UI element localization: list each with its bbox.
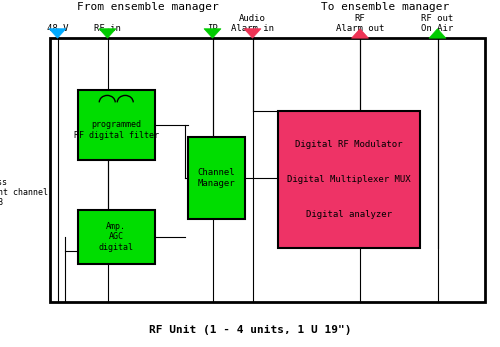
Bar <box>78 90 155 160</box>
Polygon shape <box>49 29 66 38</box>
Polygon shape <box>204 29 221 38</box>
Text: IP: IP <box>207 24 218 33</box>
Polygon shape <box>244 29 261 38</box>
Text: Channel
Manager: Channel Manager <box>198 168 235 187</box>
Text: RF Unit (1 - 4 units, 1 U 19"): RF Unit (1 - 4 units, 1 U 19") <box>149 325 351 335</box>
Text: From ensemble manager: From ensemble manager <box>76 2 219 12</box>
Text: Digital RF Modulator

Digital Multiplexer MUX

Digital analyzer: Digital RF Modulator Digital Multiplexer… <box>287 140 410 219</box>
Text: programmed
RF digital filter: programmed RF digital filter <box>74 120 159 140</box>
Text: Amp.
AGC
digital: Amp. AGC digital <box>98 222 134 252</box>
Text: suppress
adjacent channel
- 45 dB: suppress adjacent channel - 45 dB <box>0 178 48 208</box>
Text: RF
Alarm out: RF Alarm out <box>336 14 384 33</box>
Text: RF in: RF in <box>94 24 121 33</box>
Bar <box>50 38 485 302</box>
Text: RF out
On Air: RF out On Air <box>422 14 454 33</box>
Polygon shape <box>99 29 116 38</box>
Bar <box>78 210 155 264</box>
Bar <box>188 137 245 219</box>
Polygon shape <box>352 29 368 38</box>
Bar <box>278 111 420 248</box>
Text: To ensemble manager: To ensemble manager <box>321 2 449 12</box>
Text: 48 V: 48 V <box>47 24 68 33</box>
Polygon shape <box>429 29 446 38</box>
Text: Audio
Alarm in: Audio Alarm in <box>231 14 274 33</box>
